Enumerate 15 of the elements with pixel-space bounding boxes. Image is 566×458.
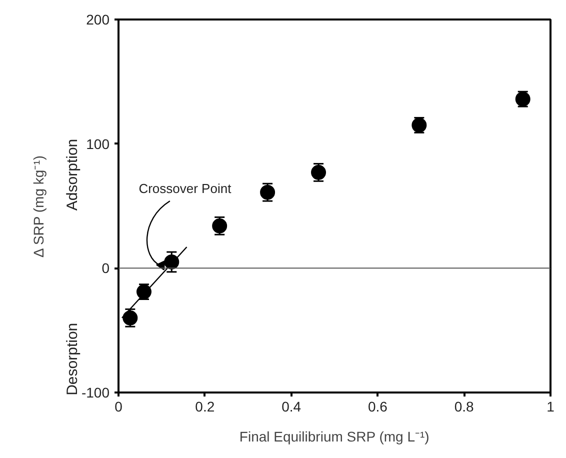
text: Desorption <box>64 322 81 396</box>
y-tick-label: 0 <box>102 260 110 276</box>
x-tick-label: 0 <box>114 398 123 414</box>
annotation: Crossover Point <box>138 181 232 196</box>
x-tick-label: 1 <box>546 398 555 414</box>
text: Adsorption <box>64 138 81 211</box>
x-tick-label: 0.4 <box>282 398 302 414</box>
y-tick-label: -100 <box>81 384 110 400</box>
y-axis-title: Δ SRP (mg kg⁻¹) <box>30 156 46 258</box>
x-axis-title: Final Equilibrium SRP (mg L⁻¹) <box>239 428 430 444</box>
x-tick-label: 0.2 <box>195 398 215 414</box>
y-tick-label: 200 <box>86 12 110 28</box>
y-tick-label: 100 <box>86 136 110 152</box>
x-tick-label: 0.8 <box>454 398 474 414</box>
x-tick-label: 0.6 <box>368 398 388 414</box>
